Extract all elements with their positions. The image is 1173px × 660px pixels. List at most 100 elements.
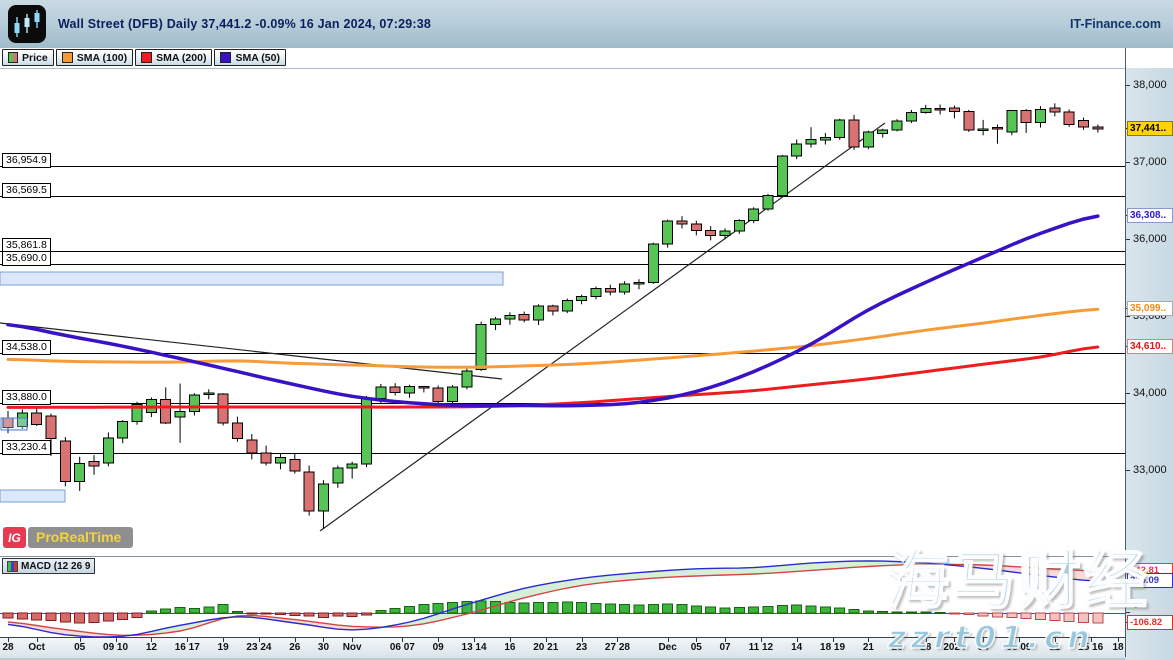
trend-line[interactable] <box>0 323 502 379</box>
candle-up <box>204 393 214 395</box>
main-chart[interactable]: IG ProRealTime 36,954.936,569.535,861.83… <box>0 68 1126 557</box>
macd-bar <box>17 613 27 619</box>
candle-up <box>175 412 185 417</box>
prorealtime-badge: IG ProRealTime <box>3 527 133 548</box>
macd-bar <box>777 605 787 613</box>
selection-box[interactable] <box>1 418 27 430</box>
candle-up <box>620 284 630 292</box>
legend-bar: Price SMA (100) SMA (200) SMA (50) <box>0 48 1173 69</box>
trend-line[interactable] <box>320 123 885 531</box>
macd-bar <box>275 613 285 615</box>
y-tick-mark <box>1126 612 1130 613</box>
level-label: 33,880.0 <box>2 390 51 405</box>
macd-bar <box>835 608 845 613</box>
candle-up <box>189 395 199 412</box>
candle-down <box>60 441 70 482</box>
candle-down <box>419 387 429 388</box>
candle-down <box>32 413 42 425</box>
macd-bar <box>362 613 372 615</box>
macd-bar <box>1007 613 1017 618</box>
macd-bar <box>691 606 701 613</box>
macd-bar <box>318 613 328 617</box>
macd-bar <box>290 613 300 615</box>
candle-down <box>1064 112 1074 124</box>
candle-down <box>89 461 99 466</box>
macd-bar <box>562 602 572 613</box>
macd-bar <box>519 603 529 613</box>
macd-panel[interactable]: MACD (12 26 9 <box>0 556 1126 638</box>
legend-tab-label: SMA (50) <box>235 52 280 64</box>
legend-tab-sma-200[interactable]: SMA (200) <box>135 49 212 66</box>
candle-up <box>777 156 787 195</box>
candle-down <box>964 111 974 129</box>
x-axis[interactable]: 28Oct0509 101216 171923 242630Nov06 0709… <box>0 637 1126 658</box>
level-label: 33,230.4 <box>2 440 51 455</box>
y-tick-label: 38,000 <box>1133 79 1167 91</box>
legend-tab-label: SMA (100) <box>77 52 127 64</box>
macd-tab-label: MACD (12 26 9 <box>21 561 90 572</box>
macd-bar <box>32 613 42 620</box>
candle-up <box>318 484 328 511</box>
macd-tab[interactable]: MACD (12 26 9 <box>2 558 95 574</box>
sma-100-line[interactable] <box>8 309 1098 367</box>
macd-bar <box>390 608 400 613</box>
y-tick-mark <box>1126 162 1130 163</box>
macd-bar <box>663 604 673 613</box>
macd-shade <box>395 561 954 627</box>
macd-bar <box>1093 613 1103 623</box>
y-tick-label: 37,000 <box>1133 156 1167 168</box>
candle-down <box>1093 127 1103 129</box>
macd-bar <box>906 612 916 613</box>
macd-bar <box>792 605 802 613</box>
legend-tab-sma-50[interactable]: SMA (50) <box>214 49 286 66</box>
highlight-band[interactable] <box>0 272 503 285</box>
axis-divider <box>1125 48 1126 657</box>
candle-up <box>103 438 113 463</box>
macd-bar <box>505 602 515 613</box>
candle-up <box>749 209 759 221</box>
candle-down <box>1079 120 1089 127</box>
level-label: 36,569.5 <box>2 183 51 198</box>
candle-down <box>949 108 959 111</box>
candle-down <box>1050 108 1060 112</box>
x-tick-label: Nov <box>330 642 374 653</box>
candle-up <box>491 319 501 325</box>
y-tick-label: 36,000 <box>1133 233 1167 245</box>
macd-bar <box>577 603 587 613</box>
candle-up <box>634 283 644 284</box>
candle-up <box>275 457 285 462</box>
macd-line <box>8 561 1098 637</box>
y-tick-mark <box>1126 470 1130 471</box>
title-bar: Wall Street (DFB) Daily 37,441.2 -0.09% … <box>0 0 1173 49</box>
highlight-band[interactable] <box>0 490 65 502</box>
macd-bar <box>634 605 644 613</box>
macd-value-tag: -106.82 <box>1127 615 1173 630</box>
macd-bar <box>591 603 601 613</box>
macd-bar <box>992 613 1002 617</box>
macd-bar <box>204 607 214 613</box>
candle-down <box>849 120 859 147</box>
candle-down <box>247 440 257 453</box>
macd-bar <box>46 613 56 621</box>
legend-tab-price[interactable]: Price <box>2 49 54 66</box>
ig-logo[interactable]: IG <box>3 527 26 548</box>
candle-up <box>577 297 587 301</box>
legend-tab-sma-100[interactable]: SMA (100) <box>56 49 133 66</box>
candle-up <box>462 371 472 387</box>
sma-50-legend-icon <box>220 52 231 63</box>
itfinance-link[interactable]: IT-Finance.com <box>1070 17 1161 31</box>
price-plot[interactable] <box>0 69 1126 557</box>
y-axis[interactable]: 38,00037,00036,00035,00034,00033,00037,4… <box>1126 68 1173 660</box>
prorealtime-logo[interactable]: ProRealTime <box>28 527 133 548</box>
macd-plot[interactable] <box>0 557 1126 637</box>
x-tick-label: Oct <box>15 642 59 653</box>
candle-down <box>46 416 56 439</box>
sma-100-legend-icon <box>62 52 73 63</box>
candle-down <box>304 472 314 511</box>
candle-down <box>232 423 242 438</box>
candle-up <box>978 129 988 130</box>
macd-bar <box>189 608 199 613</box>
macd-bar <box>75 613 85 623</box>
macd-bar <box>892 612 902 613</box>
macd-bar <box>1079 613 1089 623</box>
